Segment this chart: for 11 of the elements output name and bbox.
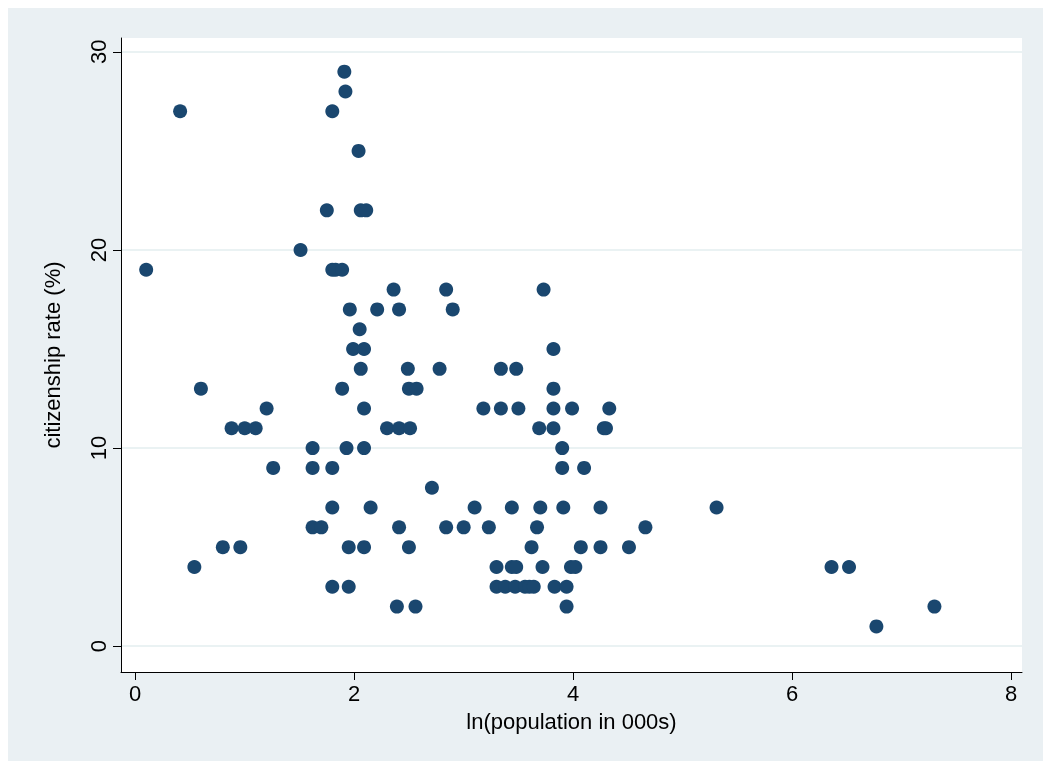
x-tick-label: 8: [1004, 680, 1018, 706]
x-tick-label: 0: [129, 680, 142, 706]
y-tick-label: 30: [85, 39, 111, 65]
x-axis-title: ln(population in 000s): [466, 708, 677, 734]
x-tick-label: 4: [567, 680, 580, 706]
y-tick-label: 20: [85, 237, 111, 263]
x-tick-label: 2: [348, 680, 361, 706]
x-tick-label: 6: [785, 680, 799, 706]
y-tick-label: 10: [85, 435, 111, 461]
y-axis-title: citizenship rate (%): [39, 261, 65, 449]
y-tick-label: 0: [85, 640, 111, 653]
